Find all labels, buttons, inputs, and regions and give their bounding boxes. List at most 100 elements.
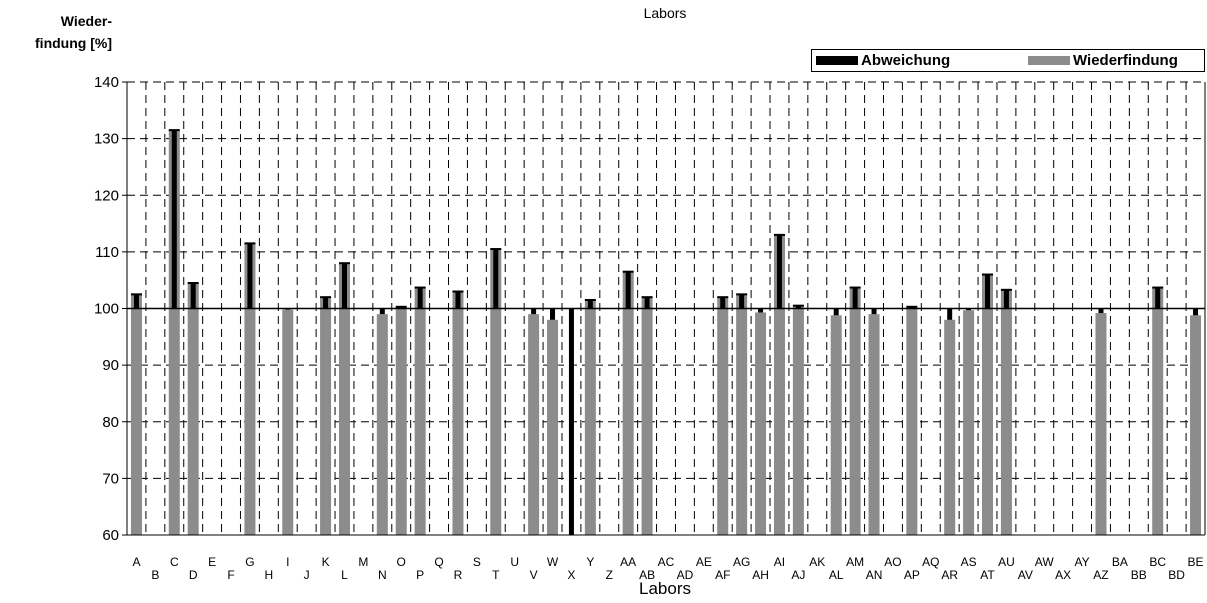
legend-label-abweichung: Abweichung	[861, 52, 951, 69]
bar-wiederfindung-w	[547, 319, 559, 535]
bar-wiederfindung-g	[244, 243, 256, 535]
bar-wiederfindung-am	[849, 287, 861, 535]
bar-wiederfindung-be	[1190, 315, 1202, 535]
bar-cap-a	[130, 293, 142, 296]
bar-abweichung-az	[1098, 308, 1104, 314]
y-tick-label: 70	[102, 470, 119, 487]
bar-wiederfindung-a	[130, 294, 142, 535]
x-tick-label: AF	[715, 568, 730, 582]
bar-abweichung-d	[190, 283, 196, 309]
x-tick-label: A	[132, 555, 140, 569]
bar-wiederfindung-az	[1095, 313, 1107, 535]
x-tick-label: M	[358, 555, 368, 569]
x-tick-label: AM	[846, 555, 864, 569]
x-tick-label: Y	[586, 555, 594, 569]
bar-cap-k	[320, 296, 332, 299]
bar-abweichung-a	[133, 294, 139, 309]
x-tick-label: U	[510, 555, 519, 569]
bar-wiederfindung-l	[338, 263, 350, 535]
bar-cap-y	[584, 299, 596, 302]
x-tick-label: K	[322, 555, 330, 569]
bar-abweichung-x	[568, 308, 574, 535]
bar-cap-au	[1000, 288, 1012, 291]
legend-swatch-wiederfindung	[1028, 56, 1070, 65]
bar-wiederfindung-k	[320, 297, 332, 535]
bar-cap-l	[338, 262, 350, 265]
bar-wiederfindung-r	[452, 291, 464, 535]
bar-wiederfindung-bc	[1152, 287, 1164, 535]
bar-abweichung-v	[531, 308, 537, 315]
bar-wiederfindung-c	[168, 130, 180, 535]
bar-wiederfindung-ai	[773, 234, 785, 535]
x-tick-label: AC	[658, 555, 675, 569]
bar-cap-ai	[773, 233, 785, 236]
bar-abweichung-ah	[758, 308, 764, 313]
x-tick-label: W	[547, 555, 559, 569]
x-tick-label: Q	[434, 555, 443, 569]
x-tick-label: AK	[809, 555, 825, 569]
bar-abweichung-w	[550, 308, 556, 320]
x-tick-label: AI	[774, 555, 785, 569]
bar-wiederfindung-ah	[755, 312, 767, 535]
y-tick-label: 60	[102, 527, 119, 544]
x-tick-label: B	[151, 568, 159, 582]
bar-cap-t	[490, 248, 502, 251]
y-tick-label: 130	[94, 131, 119, 148]
x-tick-label: BC	[1149, 555, 1166, 569]
x-tick-label: P	[416, 568, 424, 582]
x-tick-label: AX	[1055, 568, 1071, 582]
x-tick-label: V	[530, 568, 538, 582]
bar-cap-ab	[641, 296, 653, 299]
x-tick-label: I	[286, 555, 289, 569]
bar-abweichung-au	[1003, 289, 1009, 309]
x-tick-label: AD	[677, 568, 694, 582]
x-tick-label: C	[170, 555, 179, 569]
x-tick-label: Z	[606, 568, 613, 582]
bar-wiederfindung-t	[490, 249, 502, 535]
bar-wiederfindung-au	[1000, 289, 1012, 535]
bar-wiederfindung-al	[830, 315, 842, 535]
bar-abweichung-l	[341, 263, 347, 309]
x-tick-label: O	[397, 555, 406, 569]
x-tick-label: AU	[998, 555, 1015, 569]
bar-wiederfindung-y	[584, 300, 596, 535]
bar-abweichung-al	[833, 308, 839, 316]
x-tick-label: R	[454, 568, 463, 582]
legend-swatch-abweichung	[816, 56, 858, 65]
bar-wiederfindung-ag	[736, 294, 748, 535]
y-tick-label: 90	[102, 357, 119, 374]
bar-wiederfindung-at	[982, 274, 994, 535]
bar-wiederfindung-p	[414, 287, 426, 535]
y-tick-label: 80	[102, 414, 119, 431]
bar-wiederfindung-i	[282, 309, 294, 535]
y-tick-label: 120	[94, 187, 119, 204]
x-tick-label: AH	[752, 568, 769, 582]
x-tick-label: AJ	[791, 568, 805, 582]
x-tick-label: D	[189, 568, 198, 582]
x-tick-label: AL	[829, 568, 844, 582]
bar-abweichung-aj	[795, 305, 801, 309]
bar-abweichung-c	[171, 130, 177, 309]
x-tick-label: BA	[1112, 555, 1128, 569]
x-tick-label: AT	[980, 568, 995, 582]
bar-wiederfindung-ab	[641, 297, 653, 535]
y-tick-label: 100	[94, 301, 119, 318]
bar-abweichung-ag	[739, 294, 745, 309]
bar-abweichung-at	[985, 274, 991, 309]
x-tick-label: X	[567, 568, 575, 582]
x-tick-label: AB	[639, 568, 655, 582]
x-tick-label: L	[341, 568, 348, 582]
bar-cap-at	[982, 273, 994, 276]
bar-wiederfindung-ap	[906, 306, 918, 535]
bar-wiederfindung-as	[963, 310, 975, 535]
bar-abweichung-aa	[625, 271, 631, 309]
bar-cap-aa	[622, 270, 634, 273]
bar-cap-ag	[736, 293, 748, 296]
x-tick-label: N	[378, 568, 387, 582]
bar-cap-af	[717, 296, 729, 299]
x-tick-label: AR	[941, 568, 958, 582]
bar-cap-r	[452, 290, 464, 293]
bars	[130, 129, 1202, 535]
bar-wiederfindung-n	[376, 314, 388, 535]
